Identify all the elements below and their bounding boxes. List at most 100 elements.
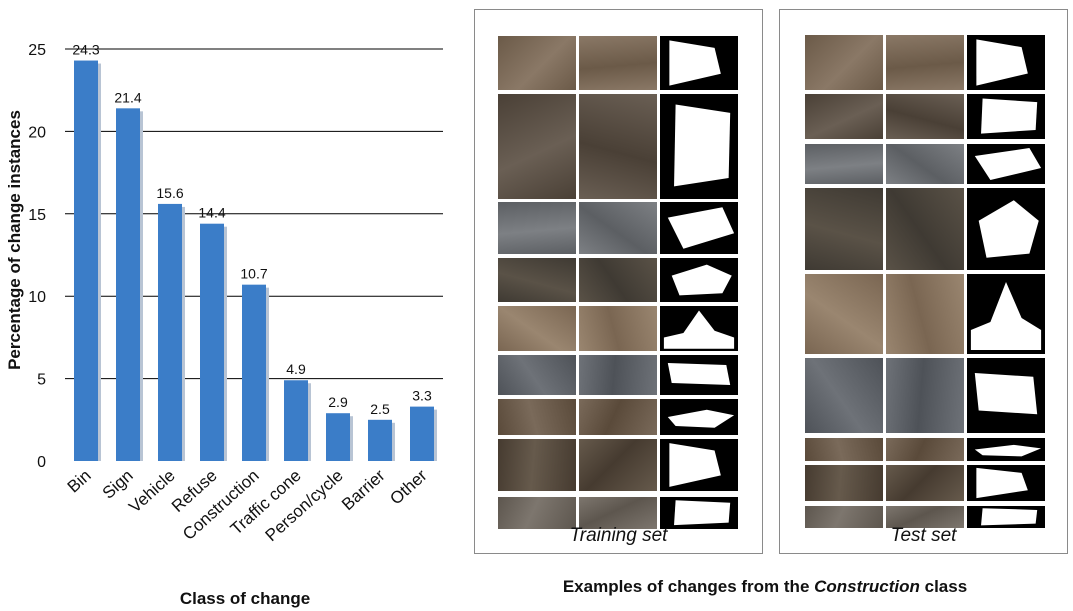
test-set-panel: Test set [779,9,1068,554]
example-strip [498,202,738,254]
y-tick-label: 15 [28,207,46,224]
caption-emphasis: Construction [814,577,920,596]
caption-suffix: class [919,577,968,596]
after-image [579,439,657,491]
data-label: 14.4 [198,205,225,221]
bar-chart: 24.3 21.4 15.6 14.4 10.7 4.9 2.9 2.5 3.3 0 5 10 15 2… [5,42,443,608]
after-image [579,355,657,395]
data-label: 3.3 [412,388,432,404]
before-image [498,497,576,529]
before-image [805,274,883,354]
y-tick-label: 10 [28,289,46,306]
x-axis-label: Class of change [180,589,310,608]
after-image [886,35,964,90]
after-image [886,144,964,184]
data-label: 21.4 [114,89,141,105]
bars [74,60,437,462]
y-tick-label: 20 [28,124,46,141]
before-image [498,258,576,302]
example-strip [805,465,1045,501]
y-tick-label: 5 [37,372,46,389]
example-strip [498,36,738,90]
change-mask [660,497,738,529]
bar-construction [242,284,266,461]
change-mask [967,188,1045,270]
after-image [886,188,964,270]
before-image [805,438,883,461]
example-strip [498,497,738,529]
y-tick-label: 0 [37,454,46,471]
before-image [805,188,883,270]
training-set-label: Training set [569,525,668,546]
x-tick-label: Bin [64,466,95,497]
after-image [579,36,657,90]
bar-other [410,406,434,461]
data-label: 2.9 [328,394,348,410]
after-image [579,94,657,199]
before-image [498,439,576,491]
after-image [886,465,964,501]
before-image [498,306,576,351]
example-strip [805,94,1045,139]
change-mask [660,258,738,302]
before-image [498,202,576,254]
test-set-label: Test set [890,525,957,546]
example-strip [498,439,738,491]
example-strip [498,94,738,199]
bar-person-cycle [326,413,350,461]
example-strip [805,358,1045,433]
before-image [805,35,883,90]
x-tick-label: Vehicle [125,466,178,517]
after-image [579,399,657,435]
change-mask [660,439,738,491]
before-image [498,399,576,435]
change-mask [967,465,1045,501]
before-image [498,355,576,395]
example-strip [498,306,738,351]
data-label: 24.3 [72,42,99,58]
after-image [579,258,657,302]
before-image [498,36,576,90]
y-tick-labels: 0 5 10 15 20 25 [28,42,46,471]
change-mask [660,202,738,254]
data-label: 15.6 [156,185,183,201]
change-mask [967,94,1045,139]
bar-barrier [368,419,392,461]
change-mask [967,274,1045,354]
data-label: 10.7 [240,266,267,282]
change-mask [660,355,738,395]
example-strip [805,274,1045,354]
after-image [886,358,964,433]
example-strip [805,506,1045,528]
change-mask [660,94,738,199]
bar-refuse [200,223,224,461]
after-image [886,506,964,528]
before-image [805,506,883,528]
example-strip [805,35,1045,90]
value-labels: 24.3 21.4 15.6 14.4 10.7 4.9 2.9 2.5 3.3 [72,42,432,417]
data-label: 4.9 [286,361,306,377]
data-label: 2.5 [370,401,390,417]
bar-bin [74,60,98,461]
before-image [498,94,576,199]
example-strip [805,188,1045,270]
example-strip [498,399,738,435]
change-mask [967,438,1045,461]
x-tick-labels: Bin SignVehicleRefuseConstructionTraffic … [64,466,431,545]
after-image [886,438,964,461]
figure-caption: Examples of changes from the Constructio… [470,577,1060,597]
change-mask [660,36,738,90]
change-mask [660,306,738,351]
before-image [805,144,883,184]
x-tick-label: Other [386,466,431,509]
y-axis-label: Percentage of change instances [5,110,24,370]
change-mask [967,358,1045,433]
caption-prefix: Examples of changes from the [562,577,815,596]
before-image [805,358,883,433]
before-image [805,94,883,139]
change-mask [967,35,1045,90]
bar-vehicle [158,203,182,462]
change-mask [967,506,1045,528]
before-image [805,465,883,501]
bar-sign [116,108,140,461]
